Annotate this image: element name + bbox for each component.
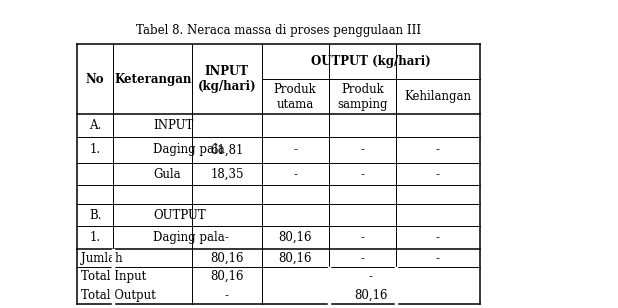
- Text: Keterangan: Keterangan: [114, 73, 192, 86]
- Text: -: -: [360, 168, 364, 181]
- Text: -: -: [436, 143, 439, 156]
- Text: Daging pala: Daging pala: [153, 231, 225, 244]
- Text: -: -: [293, 143, 297, 156]
- Text: -: -: [293, 168, 297, 181]
- Text: Tabel 8. Neraca massa di proses penggulaan III: Tabel 8. Neraca massa di proses penggula…: [136, 24, 421, 37]
- Text: 1.: 1.: [90, 231, 101, 244]
- Text: 80,16: 80,16: [279, 252, 312, 265]
- Text: Gula: Gula: [153, 168, 180, 181]
- Text: OUTPUT: OUTPUT: [153, 209, 206, 222]
- Text: 80,16: 80,16: [210, 270, 243, 283]
- Text: Total Output: Total Output: [81, 289, 156, 302]
- Text: -: -: [368, 270, 373, 283]
- Text: INPUT
(kg/hari): INPUT (kg/hari): [198, 65, 256, 93]
- Text: -: -: [436, 252, 439, 265]
- Text: Produk
samping: Produk samping: [337, 83, 387, 111]
- Text: A.: A.: [89, 119, 101, 132]
- Text: Produk
utama: Produk utama: [274, 83, 316, 111]
- Text: Jumlah: Jumlah: [81, 252, 123, 265]
- Text: 80,16: 80,16: [354, 289, 387, 302]
- Text: -: -: [436, 231, 439, 244]
- Text: -: -: [436, 168, 439, 181]
- Text: 80,16: 80,16: [210, 252, 243, 265]
- Text: -: -: [225, 289, 229, 302]
- Text: No: No: [86, 73, 104, 86]
- Text: B.: B.: [89, 209, 101, 222]
- Text: Kehilangan: Kehilangan: [404, 90, 471, 103]
- Text: -: -: [225, 231, 229, 244]
- Text: 80,16: 80,16: [279, 231, 312, 244]
- Text: Total Input: Total Input: [81, 270, 146, 283]
- Text: 18,35: 18,35: [210, 168, 243, 181]
- Text: Daging pala: Daging pala: [153, 143, 225, 156]
- Text: 1.: 1.: [90, 143, 101, 156]
- Text: OUTPUT (kg/hari): OUTPUT (kg/hari): [311, 55, 431, 68]
- Text: -: -: [360, 231, 364, 244]
- Text: INPUT: INPUT: [153, 119, 193, 132]
- Text: -: -: [360, 252, 364, 265]
- Text: 61,81: 61,81: [210, 143, 243, 156]
- Text: -: -: [360, 143, 364, 156]
